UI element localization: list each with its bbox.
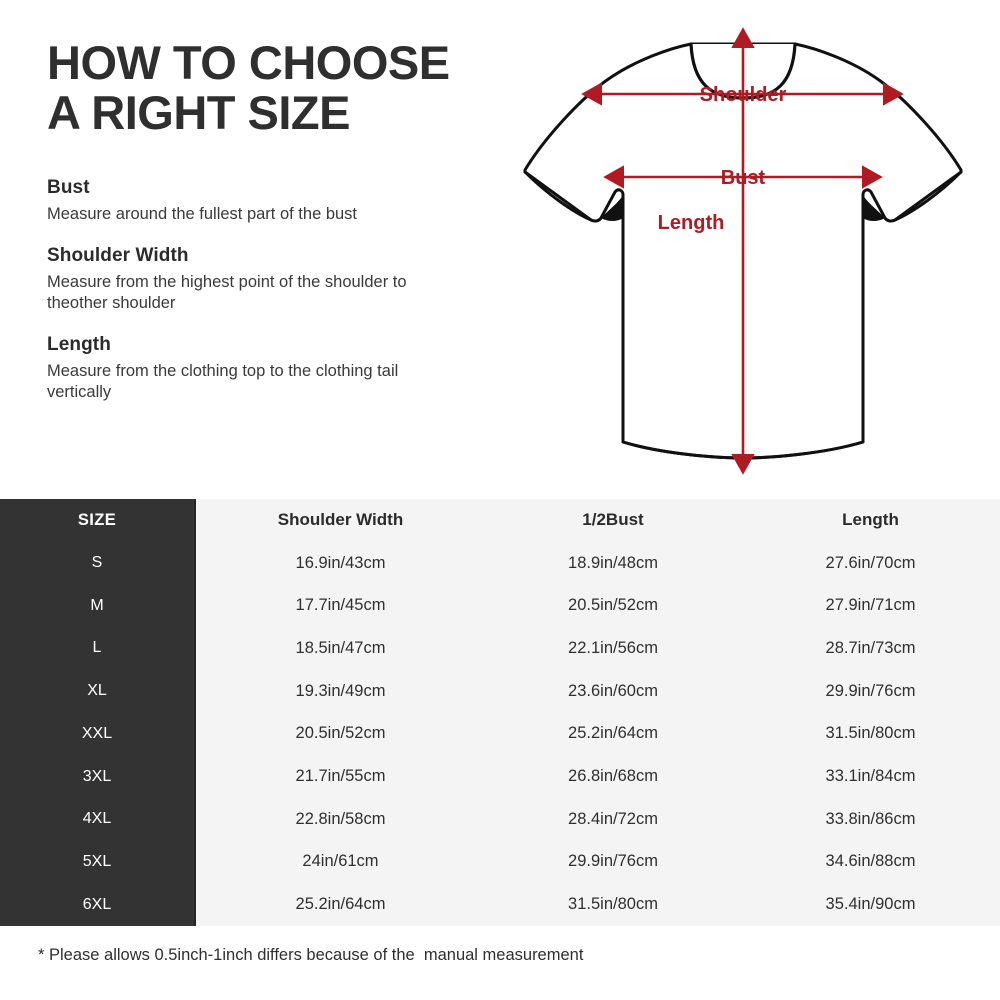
measurement-columns: Shoulder Width 1/2Bust Length 16.9in/43c… — [196, 499, 1000, 926]
cell-length: 33.8in/86cm — [825, 809, 916, 828]
cell-shoulder-width: 25.2in/64cm — [295, 895, 386, 914]
sleeve-left-hem — [523, 170, 593, 222]
cell-shoulder-width: 16.9in/43cm — [295, 553, 386, 572]
cell-length: 28.7in/73cm — [825, 638, 916, 657]
tshirt-diagram: Shoulder Bust Length — [495, 22, 990, 492]
size-cell: M — [90, 596, 104, 614]
page-title-line1: HOW TO CHOOSE — [47, 36, 450, 89]
measurement-definitions: Bust Measure around the fullest part of … — [47, 177, 487, 404]
measurement-description: Measure from the clothing top to the clo… — [47, 361, 399, 401]
cell-shoulder-width: 24in/61cm — [302, 852, 379, 871]
length-label: Length — [658, 212, 725, 234]
armpit-right-shape — [863, 195, 885, 221]
measurement-term: Bust — [47, 176, 90, 198]
cell-half-bust: 26.8in/68cm — [568, 767, 658, 786]
measurement-description: Measure around the fullest part of the b… — [47, 204, 358, 223]
cell-length: 34.6in/88cm — [825, 852, 916, 871]
cell-length: 27.9in/71cm — [825, 596, 916, 615]
table-row: 17.7in/45cm 20.5in/52cm 27.9in/71cm — [196, 584, 1000, 627]
size-cell: 3XL — [82, 767, 112, 785]
armpit-left-shape — [601, 195, 623, 221]
measurement-term: Length — [47, 333, 111, 355]
cell-half-bust: 31.5in/80cm — [568, 895, 658, 914]
measurement-item-length: Length Measure from the clothing top to … — [47, 334, 487, 403]
page-title-line2: A RIGHT SIZE — [47, 86, 351, 140]
table-row: 21.7in/55cm 26.8in/68cm 33.1in/84cm — [196, 755, 1000, 798]
cell-half-bust: 25.2in/64cm — [568, 724, 658, 743]
column-header-length: Length — [842, 510, 899, 530]
cell-half-bust: 28.4in/72cm — [568, 809, 658, 828]
measurement-disclaimer: * Please allows 0.5inch-1inch differs be… — [38, 946, 584, 964]
table-header-row: Shoulder Width 1/2Bust Length — [196, 499, 1000, 542]
info-block: HOW TO CHOOSE A RIGHT SIZE Bust Measure … — [47, 36, 487, 423]
cell-half-bust: 18.9in/48cm — [568, 553, 658, 572]
table-row: 18.5in/47cm 22.1in/56cm 28.7in/73cm — [196, 627, 1000, 670]
cell-length: 27.6in/70cm — [825, 553, 916, 572]
cell-shoulder-width: 21.7in/55cm — [295, 767, 386, 786]
table-row: 24in/61cm 29.9in/76cm 34.6in/88cm — [196, 841, 1000, 884]
measurement-term: Shoulder Width — [47, 244, 189, 266]
measurement-item-shoulder-width: Shoulder Width Measure from the highest … — [47, 245, 487, 314]
size-cell: L — [92, 639, 102, 657]
table-row: 16.9in/43cm 18.9in/48cm 27.6in/70cm — [196, 542, 1000, 585]
sleeve-right-hem — [893, 170, 963, 222]
size-cell: S — [91, 554, 103, 572]
size-cell: 4XL — [82, 810, 112, 828]
cell-shoulder-width: 20.5in/52cm — [295, 724, 386, 743]
shoulder-label: Shoulder — [700, 84, 787, 106]
column-header-shoulder-width: Shoulder Width — [277, 510, 404, 530]
size-column: SIZE S M L XL XXL 3XL 4XL 5XL 6XL — [0, 499, 196, 926]
measurement-description: Measure from the highest point of the sh… — [47, 272, 407, 312]
table-row: 20.5in/52cm 25.2in/64cm 31.5in/80cm — [196, 713, 1000, 756]
measurement-item-bust: Bust Measure around the fullest part of … — [47, 177, 487, 225]
cell-length: 31.5in/80cm — [825, 724, 916, 743]
cell-shoulder-width: 22.8in/58cm — [295, 809, 386, 828]
size-table: SIZE S M L XL XXL 3XL 4XL 5XL 6XL Should… — [0, 499, 1000, 926]
size-column-header: SIZE — [77, 510, 117, 529]
cell-half-bust: 22.1in/56cm — [568, 638, 658, 657]
cell-length: 33.1in/84cm — [825, 767, 916, 786]
cell-half-bust: 20.5in/52cm — [568, 596, 658, 615]
cell-half-bust: 29.9in/76cm — [568, 852, 658, 871]
cell-length: 29.9in/76cm — [825, 681, 916, 700]
table-row: 19.3in/49cm 23.6in/60cm 29.9in/76cm — [196, 670, 1000, 713]
cell-shoulder-width: 19.3in/49cm — [295, 681, 386, 700]
size-cell: XL — [87, 682, 107, 700]
cell-half-bust: 23.6in/60cm — [568, 681, 658, 700]
column-header-half-bust: 1/2Bust — [582, 510, 644, 530]
page-title: HOW TO CHOOSE A RIGHT SIZE — [47, 36, 487, 140]
size-cell: XXL — [81, 724, 113, 742]
cell-length: 35.4in/90cm — [825, 895, 916, 914]
table-row: 22.8in/58cm 28.4in/72cm 33.8in/86cm — [196, 798, 1000, 841]
size-cell: 5XL — [82, 852, 112, 870]
cell-shoulder-width: 17.7in/45cm — [295, 596, 386, 615]
cell-shoulder-width: 18.5in/47cm — [295, 638, 386, 657]
size-cell: 6XL — [82, 895, 112, 913]
table-row: 25.2in/64cm 31.5in/80cm 35.4in/90cm — [196, 883, 1000, 926]
bust-label: Bust — [721, 167, 766, 189]
